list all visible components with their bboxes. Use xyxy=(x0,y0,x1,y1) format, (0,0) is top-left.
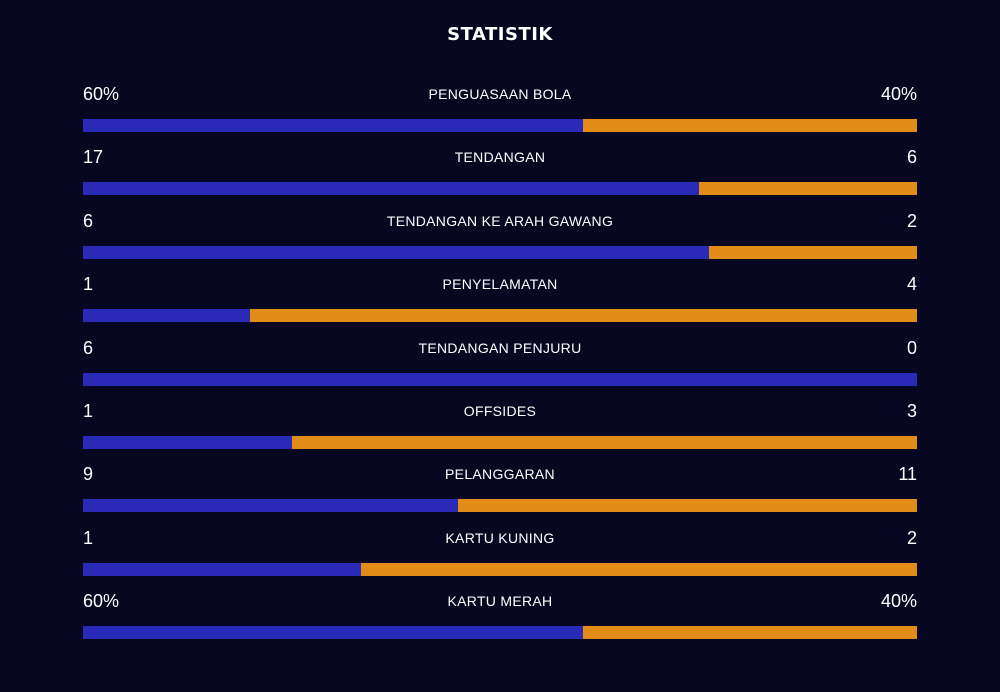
stat-row-possession: 60% PENGUASAAN BOLA 40% xyxy=(83,80,917,143)
home-bar-segment xyxy=(83,499,459,513)
stat-bar xyxy=(83,182,917,196)
stat-bar xyxy=(83,626,917,640)
away-value: 3 xyxy=(906,400,917,421)
stat-label: PENGUASAAN BOLA xyxy=(428,86,572,102)
stat-bar xyxy=(83,562,917,576)
home-value: 1 xyxy=(83,274,94,295)
away-value: 6 xyxy=(906,147,917,168)
stat-label: PENYELAMATAN xyxy=(442,276,558,293)
stat-row-shots: 17 TENDANGAN 6 xyxy=(83,143,917,206)
home-bar-segment xyxy=(83,119,584,132)
home-bar-segment xyxy=(83,372,917,386)
away-value: 2 xyxy=(906,527,917,548)
home-bar-segment xyxy=(83,626,584,640)
away-bar-segment xyxy=(291,435,917,449)
home-value: 9 xyxy=(83,464,94,485)
home-value: 1 xyxy=(83,527,94,548)
home-value: 6 xyxy=(83,210,94,231)
stat-row-yellow-cards: 1 KARTU KUNING 2 xyxy=(83,524,917,587)
away-bar-segment xyxy=(708,245,917,259)
stat-bar xyxy=(83,372,917,386)
home-value: 6 xyxy=(83,337,94,358)
home-bar-segment xyxy=(83,309,250,323)
away-bar-segment xyxy=(458,499,917,513)
home-bar-segment xyxy=(83,562,361,576)
home-value: 60% xyxy=(83,84,120,104)
stat-row-offsides: 1 OFFSIDES 3 xyxy=(83,397,917,460)
stat-row-corners: 6 TENDANGAN PENJURU 0 xyxy=(83,334,917,397)
away-bar-segment xyxy=(360,562,917,576)
stat-label: KARTU MERAH xyxy=(447,593,553,610)
stat-row-saves: 1 PENYELAMATAN 4 xyxy=(83,270,917,333)
home-value: 60% xyxy=(83,591,120,612)
stat-row-shots-on-target: 6 TENDANGAN KE ARAH GAWANG 2 xyxy=(83,207,917,270)
stat-label: TENDANGAN PENJURU xyxy=(418,339,582,356)
away-bar-segment xyxy=(583,626,917,640)
stat-label: OFFSIDES xyxy=(463,402,537,419)
stat-label: PELANGGARAN xyxy=(445,466,555,483)
stat-bar xyxy=(83,435,917,449)
stats-list: 60% PENGUASAAN BOLA 40% 17 TENDANGAN 6 xyxy=(83,80,917,651)
home-bar-segment xyxy=(83,182,700,196)
stat-bar xyxy=(83,499,917,513)
away-value: 0 xyxy=(906,337,917,358)
away-bar-segment xyxy=(699,182,917,196)
home-value: 1 xyxy=(83,400,94,421)
away-bar-segment xyxy=(583,119,917,132)
away-value: 4 xyxy=(906,274,917,295)
home-bar-segment xyxy=(83,435,292,449)
home-bar-segment xyxy=(83,245,709,259)
away-value: 2 xyxy=(906,210,917,231)
away-value: 11 xyxy=(898,464,917,485)
stat-bar xyxy=(83,245,917,259)
page-title: STATISTIK xyxy=(447,24,553,45)
stat-row-red-cards: 60% KARTU MERAH 40% xyxy=(83,587,917,650)
home-value: 17 xyxy=(83,147,104,168)
stat-row-fouls: 9 PELANGGARAN 11 xyxy=(83,460,917,523)
stat-label: TENDANGAN KE ARAH GAWANG xyxy=(386,212,614,229)
away-value: 40% xyxy=(880,591,917,612)
stat-bar xyxy=(83,309,917,323)
stat-label: KARTU KUNING xyxy=(445,529,555,546)
stat-bar xyxy=(83,119,917,132)
away-bar-segment xyxy=(249,309,917,323)
away-value: 40% xyxy=(880,84,917,104)
stat-label: TENDANGAN xyxy=(454,149,546,166)
